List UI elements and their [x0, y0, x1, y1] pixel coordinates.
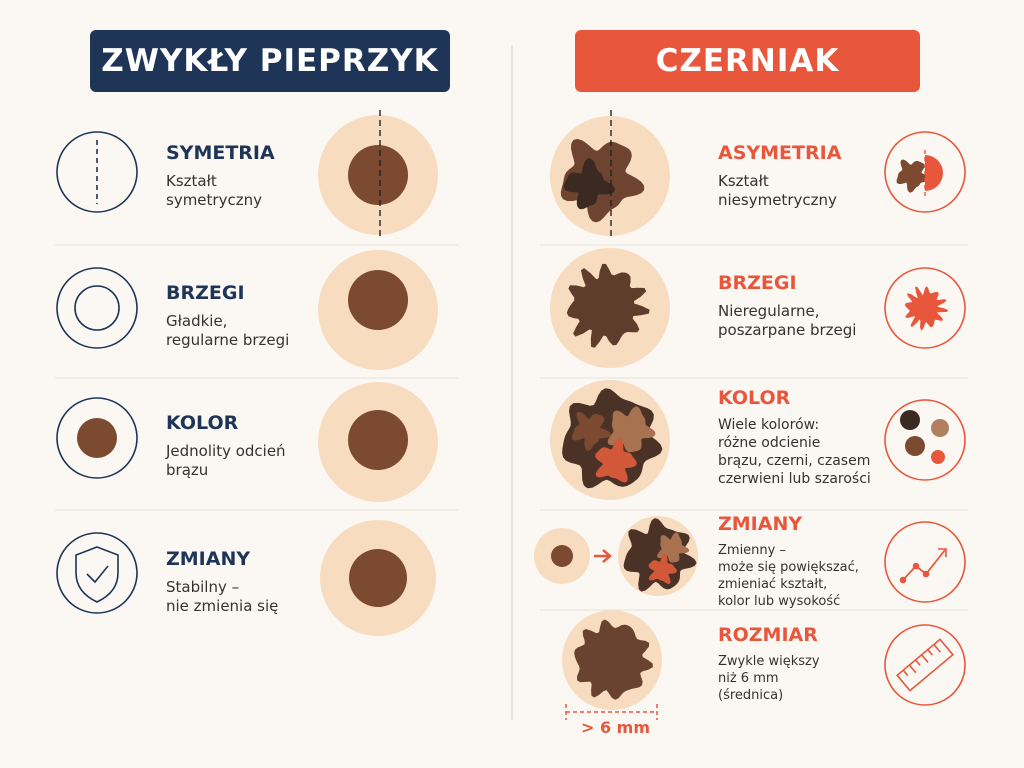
row-text: Stabilny – [166, 578, 240, 596]
mole [571, 411, 611, 451]
row-text: Jednolity odcień [166, 442, 286, 460]
row-text: Nieregularne, [718, 302, 820, 320]
mole [595, 438, 637, 483]
row-text: poszarpane brzegi [718, 321, 857, 339]
left-header: ZWYKŁY PIEPRZYK [90, 30, 450, 92]
row-text: czerwieni lub szarości [718, 471, 871, 487]
row-text: Kształt [166, 172, 217, 190]
icon [904, 286, 949, 331]
icon [925, 155, 943, 191]
row-title: ASYMETRIA [718, 142, 842, 164]
row-text: brązu [166, 461, 209, 479]
row-text: może się powiększać, [718, 560, 859, 575]
row-title: ROZMIAR [718, 624, 818, 646]
row-text: Zwykle większy [718, 654, 820, 669]
row-text: Kształt [718, 172, 769, 190]
row-text: niesymetryczny [718, 191, 837, 209]
row-text: Zmienny – [718, 543, 786, 558]
row-title: BRZEGI [718, 272, 797, 294]
size-label: > 6 mm [581, 718, 651, 737]
row-text: kolor lub wysokość [718, 594, 841, 609]
row-text: nie zmienia się [166, 597, 279, 615]
row-title: BRZEGI [166, 282, 245, 304]
mole [563, 158, 615, 210]
separators [55, 244, 968, 611]
row-text: zmieniać kształt, [718, 577, 828, 592]
row-text: Gładkie, [166, 312, 228, 330]
row-text: niż 6 mm [718, 671, 779, 686]
left-moles [318, 110, 438, 636]
row-text: Wiele kolorów: [718, 417, 820, 433]
mole [574, 619, 653, 700]
row-text: brązu, czerni, czasem [718, 453, 871, 469]
right-header: CZERNIAK [575, 30, 920, 92]
mole [566, 263, 650, 348]
mole [648, 553, 677, 584]
row-title: ZMIANY [718, 513, 803, 535]
right-icons [884, 131, 966, 706]
row-text: regularne brzegi [166, 331, 290, 349]
left-icons [56, 131, 138, 614]
row-title: KOLOR [166, 412, 239, 434]
row-text: symetryczny [166, 191, 262, 209]
row-text: różne odcienie [718, 435, 821, 451]
row-title: ZMIANY [166, 548, 251, 570]
icon [896, 159, 930, 193]
row-text: (średnica) [718, 688, 784, 703]
row-title: KOLOR [718, 387, 791, 409]
row-title: SYMETRIA [166, 142, 275, 164]
